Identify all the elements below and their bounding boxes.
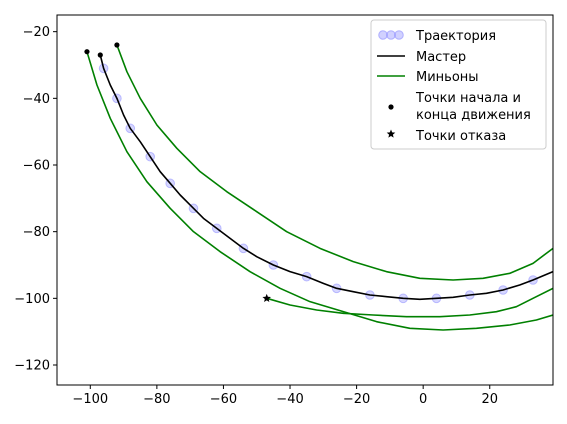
failure-star-marker bbox=[262, 293, 271, 302]
minion-line-inner bbox=[116, 44, 553, 281]
x-tick-label: −20 bbox=[343, 392, 370, 407]
endpoint-marker bbox=[97, 52, 103, 58]
legend-label-master: Мастер bbox=[416, 50, 466, 65]
legend-endpoint-marker bbox=[388, 104, 394, 110]
y-tick-label: −40 bbox=[23, 92, 50, 107]
y-tick-label: −60 bbox=[23, 159, 50, 174]
legend-label-endpoints-line1: Точки начала и bbox=[415, 91, 521, 106]
legend-item-minions: Миньоны bbox=[377, 70, 479, 85]
data-layer bbox=[84, 42, 553, 331]
legend-label-endpoints-line2: конца движения bbox=[416, 108, 531, 123]
legend-label-endpoints: Точки начала и конца движения bbox=[415, 91, 531, 123]
legend-item-trajectory: Траектория bbox=[378, 29, 496, 44]
legend-failure-star-icon bbox=[386, 129, 396, 138]
minion-line-failed bbox=[266, 287, 553, 318]
legend-frame bbox=[370, 19, 547, 150]
endpoint-marker bbox=[84, 49, 90, 55]
x-tick-label: −100 bbox=[72, 392, 108, 407]
legend-trajectory-marker bbox=[386, 30, 396, 40]
x-tick-label: 0 bbox=[419, 392, 427, 407]
legend-label-failure: Точки отказа bbox=[415, 129, 506, 144]
legend-label-minions: Миньоны bbox=[416, 70, 479, 85]
legend-item-master: Мастер bbox=[377, 50, 466, 65]
legend: Траектория Мастер Миньоны Точки начала и… bbox=[370, 19, 547, 150]
x-tick-label: 20 bbox=[481, 392, 498, 407]
axes: −100 −80 −60 −40 −20 0 20 −20 −40 −60 −80 −100 −120 bbox=[14, 25, 498, 407]
y-tick-label: −100 bbox=[14, 292, 50, 307]
minion-line-outer bbox=[86, 51, 553, 331]
x-tick-label: −80 bbox=[143, 392, 170, 407]
legend-item-failure: Точки отказа bbox=[386, 129, 506, 144]
plot-frame bbox=[56, 14, 554, 386]
master-line bbox=[99, 54, 553, 301]
legend-trajectory-marker bbox=[378, 30, 388, 40]
legend-label-trajectory: Траектория bbox=[415, 29, 496, 44]
legend-trajectory-marker bbox=[394, 30, 404, 40]
y-tick-label: −120 bbox=[14, 359, 50, 374]
legend-item-endpoints: Точки начала и конца движения bbox=[388, 91, 531, 123]
y-tick-label: −80 bbox=[23, 225, 50, 240]
x-tick-label: −40 bbox=[276, 392, 303, 407]
endpoint-marker bbox=[114, 42, 120, 48]
x-tick-label: −60 bbox=[210, 392, 237, 407]
y-tick-label: −20 bbox=[23, 25, 50, 40]
